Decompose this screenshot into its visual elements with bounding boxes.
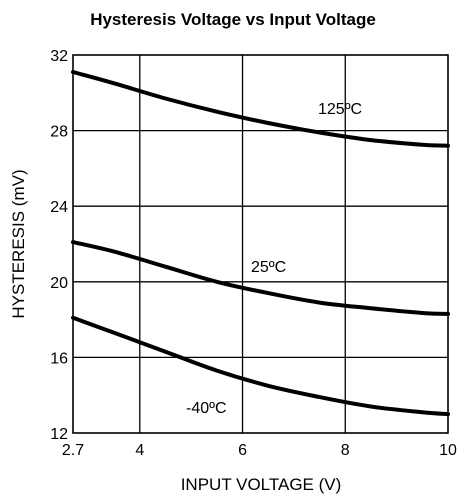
x-axis-label: INPUT VOLTAGE (V): [181, 475, 342, 494]
x-tick-label: 10: [439, 442, 457, 459]
x-tick-label: 2.7: [62, 442, 84, 459]
x-tick-label: 6: [238, 442, 247, 459]
series-label-125c: 125ºC: [318, 101, 362, 118]
plot-frame: [72, 54, 449, 434]
series-line-25c: [71, 240, 450, 316]
y-axis-label: HYSTERESIS (mV): [9, 169, 28, 318]
series-line-minus40c: [71, 315, 450, 417]
series-label-25c: 25ºC: [251, 259, 286, 276]
chart-series: [71, 70, 450, 417]
chart-title: Hysteresis Voltage vs Input Voltage: [90, 10, 376, 29]
y-tick-label: 28: [50, 124, 68, 141]
tick-labels: 2.7 4 6 8 10 12 16 20 24 28 32: [50, 48, 457, 459]
y-tick-label: 12: [50, 426, 68, 443]
series-label-minus40c: -40ºC: [186, 400, 227, 417]
y-tick-label: 16: [50, 350, 68, 367]
series-line-125c: [71, 70, 450, 148]
series-labels: 125ºC 25ºC -40ºC: [186, 101, 362, 417]
y-tick-label: 32: [50, 48, 68, 65]
x-tick-label: 8: [341, 442, 350, 459]
y-tick-label: 20: [50, 275, 68, 292]
chart-grid: [73, 55, 448, 433]
x-tick-label: 4: [135, 442, 144, 459]
y-tick-label: 24: [50, 199, 68, 216]
